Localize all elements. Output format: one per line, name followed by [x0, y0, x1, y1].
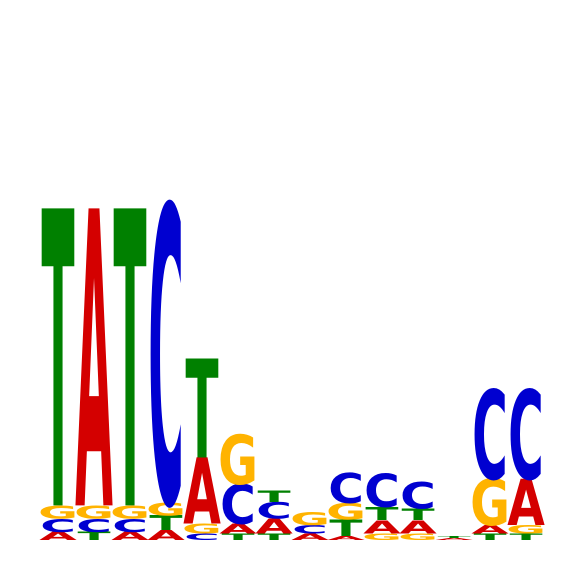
logo-letter-c: C	[40, 515, 76, 536]
logo-letter-c: C	[364, 466, 400, 519]
logo-letter-g: G	[470, 468, 510, 541]
logo-letter-c: C	[292, 523, 328, 536]
logo-letter-t: T	[509, 532, 542, 542]
logo-letter-a: A	[363, 517, 401, 538]
logo-letter-c: C	[328, 465, 364, 513]
logo-letter-t: T	[221, 532, 254, 542]
logo-letter-g: G	[110, 502, 150, 523]
logo-letter-a: A	[219, 521, 257, 537]
logo-letter-a: A	[75, 129, 113, 566]
logo-letter-a: A	[471, 523, 510, 536]
logo-letter-t: T	[473, 532, 506, 542]
logo-letter-g: G	[326, 499, 366, 525]
logo-letter-t: T	[113, 129, 146, 566]
logo-letter-a: A	[507, 468, 545, 541]
logo-letter-t: T	[41, 129, 74, 566]
logo-letter-c: C	[256, 498, 292, 524]
logo-letter-c: C	[220, 474, 256, 537]
logo-letter-c: C	[508, 366, 544, 508]
logo-letter-g: G	[290, 508, 330, 529]
logo-letter-g: G	[146, 498, 186, 519]
logo-letter-g: G	[182, 521, 222, 537]
logo-letter-a: A	[183, 441, 221, 546]
logo-letter-g: G	[74, 502, 114, 523]
logo-letter-a: A	[111, 530, 150, 543]
logo-letter-t: T	[365, 503, 398, 524]
logo-letter-t: T	[329, 515, 362, 541]
logo-letter-c: C	[472, 366, 508, 508]
logo-letter-a: A	[435, 538, 473, 541]
logo-letter-t: T	[401, 505, 435, 524]
logo-letter-c: C	[148, 126, 184, 566]
logo-letter-t: T	[149, 511, 183, 535]
logo-letter-a: A	[327, 535, 365, 541]
logo-letter-a: A	[39, 530, 78, 543]
logo-letter-t: T	[437, 536, 471, 539]
logo-letter-t: T	[77, 530, 110, 543]
logo-letter-c: C	[184, 532, 220, 542]
logo-letter-a: A	[399, 517, 437, 538]
logo-letter-g: G	[398, 532, 438, 542]
logo-letter-a: A	[291, 532, 329, 542]
logo-letter-t: T	[257, 532, 290, 542]
logo-letter-g: G	[218, 421, 258, 500]
logo-letter-g: G	[38, 502, 78, 523]
logo-letter-g: G	[506, 523, 546, 536]
logo-letter-t: T	[257, 487, 291, 506]
logo-letter-c: C	[400, 476, 436, 518]
logo-letter-t: T	[185, 332, 218, 490]
logo-letter-g: G	[362, 532, 402, 542]
logo-letter-a: A	[147, 528, 185, 544]
logo-letter-c: C	[112, 515, 148, 536]
logo-letter-a: A	[255, 514, 293, 538]
logo-letter-c: C	[76, 515, 112, 536]
